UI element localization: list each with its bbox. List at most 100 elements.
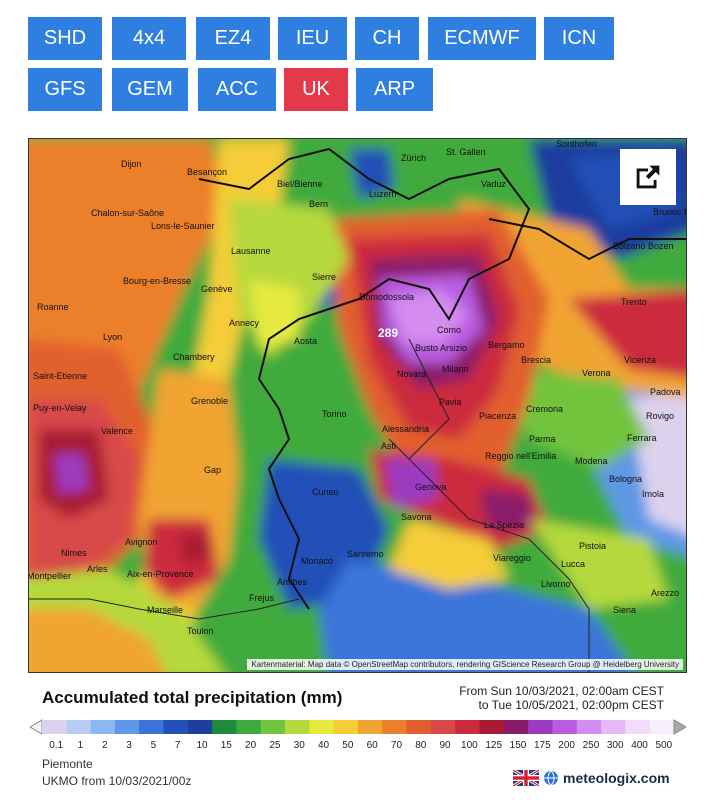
scale-label: 50	[342, 740, 354, 751]
city-label: Bolzano Bozen	[613, 241, 674, 251]
city-label: Toulon	[187, 626, 214, 636]
scale-segment	[139, 720, 165, 734]
period-to: to Tue 10/05/2021, 02:00pm CEST	[478, 698, 664, 712]
city-label: Verona	[582, 368, 611, 378]
scale-segment	[212, 720, 237, 734]
model-button-shd[interactable]: SHD	[28, 17, 102, 60]
scale-segment	[430, 720, 456, 734]
city-label: Aosta	[294, 336, 317, 346]
scale-label: 2	[101, 740, 108, 751]
city-label: Puy-en-Velay	[33, 403, 87, 413]
model-button-arp[interactable]: ARP	[356, 68, 433, 111]
scale-segment	[42, 720, 67, 734]
city-label: Bern	[309, 199, 328, 209]
model-button-acc[interactable]: ACC	[198, 68, 276, 111]
map-attribution: Kartenmaterial: Map data © OpenStreetMap…	[247, 659, 683, 670]
city-label: Cuneo	[312, 487, 339, 497]
city-label: Novara	[397, 369, 426, 379]
model-button-4x4[interactable]: 4x4	[112, 17, 186, 60]
scale-label: 7	[174, 740, 181, 751]
color-scale-bar	[30, 719, 686, 735]
scale-label: 250	[582, 740, 600, 751]
city-label: Biel/Bienne	[277, 179, 323, 189]
model-button-icn[interactable]: ICN	[544, 17, 614, 60]
city-label: Antibes	[277, 577, 308, 587]
globe-icon	[544, 770, 558, 786]
city-label: Bologna	[609, 474, 642, 484]
scale-segment	[625, 720, 651, 734]
city-label: Lons-le-Saunier	[151, 221, 215, 231]
city-label: Vaduz	[481, 179, 506, 189]
scale-segment	[406, 720, 432, 734]
precipitation-map[interactable]: Dijon Besançon Zürich St. Gallen Sonthof…	[28, 138, 687, 673]
city-label: Brescia	[521, 355, 551, 365]
city-label: La Spezia	[484, 520, 524, 530]
scale-segment	[649, 720, 675, 734]
city-label: Como	[437, 325, 461, 335]
model-button-gem[interactable]: GEM	[112, 68, 188, 111]
scale-label: 0.1	[49, 740, 64, 751]
city-label: Brunec Bruneck	[653, 207, 686, 217]
city-label: Monaco	[301, 556, 333, 566]
city-label: Montpellier	[29, 571, 71, 581]
scale-segment	[66, 720, 92, 734]
city-label: Bergamo	[488, 340, 525, 350]
city-label: Viareggio	[493, 553, 531, 563]
scale-label: 80	[415, 740, 427, 751]
city-label: Valence	[101, 426, 133, 436]
scale-label: 20	[245, 740, 257, 751]
city-label: Chambery	[173, 352, 215, 362]
city-label: Luzern	[369, 189, 397, 199]
city-label: Busto Arsizio	[415, 343, 467, 353]
city-label: Zürich	[401, 153, 426, 163]
region-name: Piemonte	[42, 757, 93, 771]
city-label: Domodossola	[359, 292, 414, 302]
city-label: Bourg-en-Bresse	[123, 276, 191, 286]
model-button-ieu[interactable]: IEU	[278, 17, 347, 60]
scale-arrow-left	[30, 719, 43, 735]
scale-label: 200	[558, 740, 575, 751]
city-label: Vicenza	[624, 355, 656, 365]
uk-flag-icon	[513, 770, 539, 786]
city-label: Siena	[613, 605, 636, 615]
scale-label: 400	[631, 740, 648, 751]
scale-label: 15	[220, 740, 232, 751]
scale-segment	[528, 720, 553, 734]
time-period: From Sun 10/03/2021, 02:00am CEST to Tue…	[459, 684, 664, 712]
city-label: Rovigo	[646, 411, 674, 421]
city-label: Avignon	[125, 537, 157, 547]
city-label: Besançon	[187, 167, 227, 177]
city-label: Torino	[322, 409, 347, 419]
city-label: Imola	[642, 489, 664, 499]
scale-segment	[309, 720, 335, 734]
model-button-ecmwf[interactable]: ECMWF	[428, 17, 536, 60]
city-label: Savona	[401, 512, 432, 522]
brand[interactable]: meteologix.com	[513, 770, 670, 786]
scale-label: 60	[366, 740, 378, 751]
model-button-ez4[interactable]: EZ4	[196, 17, 270, 60]
city-label: Genova	[415, 482, 447, 492]
city-label: Cremona	[526, 404, 563, 414]
scale-segment	[358, 720, 383, 734]
scale-segment	[601, 720, 626, 734]
precipitation-map-graphic: Dijon Besançon Zürich St. Gallen Sonthof…	[29, 139, 686, 672]
model-button-ch[interactable]: CH	[355, 17, 419, 60]
city-label: Frejus	[249, 593, 275, 603]
model-button-gfs[interactable]: GFS	[28, 68, 102, 111]
scale-label: 70	[390, 740, 403, 751]
scale-segment	[90, 720, 116, 734]
scale-arrow-right	[673, 719, 686, 735]
city-label: Asti	[381, 441, 396, 451]
scale-label: 300	[606, 740, 624, 751]
period-from: From Sun 10/03/2021, 02:00am CEST	[459, 684, 664, 698]
city-label: St. Gallen	[446, 147, 486, 157]
scale-segment	[333, 720, 359, 734]
city-label: Annecy	[229, 318, 260, 328]
share-button[interactable]	[620, 149, 676, 205]
city-label: Lyon	[103, 332, 122, 342]
scale-segment	[187, 720, 213, 734]
scale-label: 25	[269, 740, 281, 751]
city-label: Trento	[621, 297, 647, 307]
model-button-uk[interactable]: UK	[284, 68, 348, 111]
city-label: Sanremo	[347, 549, 384, 559]
